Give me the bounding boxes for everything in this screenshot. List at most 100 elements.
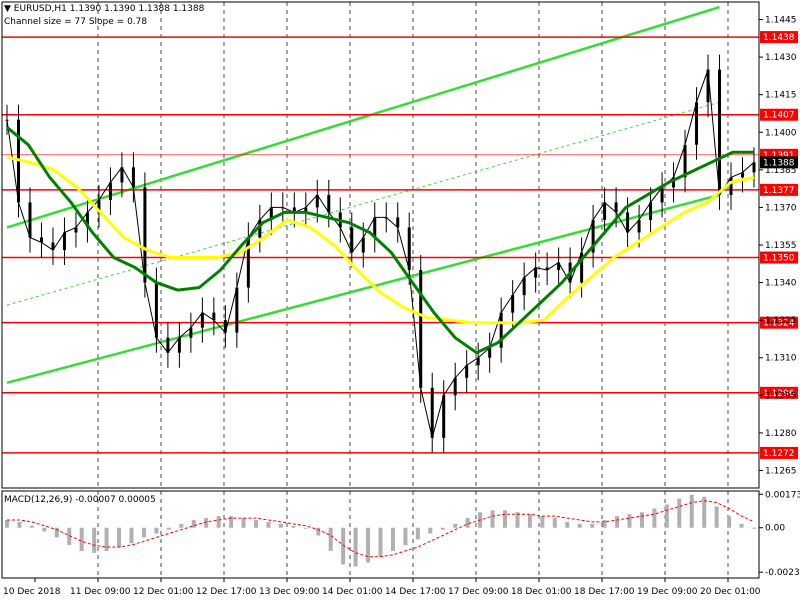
macd-bar	[141, 527, 146, 538]
macd-bar	[428, 527, 433, 534]
candle-body	[39, 237, 43, 243]
x-tick-label: 14 Dec 17:00	[385, 587, 446, 597]
y-tick-label: 1.1280	[765, 429, 797, 439]
candle-body	[212, 312, 216, 321]
macd-bar	[590, 523, 595, 528]
candle-body	[511, 295, 515, 313]
y-tick-label: 1.1415	[765, 91, 797, 101]
y-tick-label: 1.1295	[765, 391, 797, 401]
macd-bar	[378, 527, 383, 557]
level-tag	[760, 386, 798, 399]
macd-bar	[440, 527, 445, 530]
x-tick-label: 13 Dec 09:00	[259, 587, 320, 597]
macd-bar	[104, 527, 109, 551]
macd-bar	[92, 527, 97, 553]
macd-bar	[42, 527, 47, 532]
macd-layer	[5, 494, 756, 567]
dropdown-triangle-icon[interactable]: ▼	[4, 4, 11, 14]
y-tick-label: 1.1340	[765, 279, 797, 289]
candle-body	[626, 212, 630, 233]
ma-green-line	[6, 126, 754, 355]
macd-bar	[254, 520, 258, 528]
current-price-label: 1.1388	[763, 158, 795, 168]
level-tag	[760, 446, 798, 459]
macd-bar	[403, 527, 408, 546]
candle-body	[396, 217, 400, 228]
level-tag	[760, 316, 798, 329]
macd-bar	[565, 521, 570, 528]
macd-bar	[752, 527, 756, 529]
macd-y-tick-label: 0.00	[765, 524, 785, 534]
candle-body	[235, 287, 239, 333]
level-tag-label: 1.1407	[763, 111, 795, 121]
candle-body	[614, 202, 618, 213]
ma-yellow-line	[6, 155, 755, 325]
price-line	[6, 69, 755, 439]
candle-body	[166, 337, 170, 353]
candle-body	[672, 177, 676, 188]
y-tick-label: 1.1310	[765, 354, 797, 364]
macd-bar	[216, 516, 221, 528]
macd-bar	[577, 523, 582, 528]
macd-bar	[677, 498, 682, 528]
macd-bar	[615, 516, 620, 528]
macd-bar	[702, 496, 707, 528]
candle-body	[499, 312, 503, 348]
macd-bar	[366, 527, 371, 563]
candle-body	[407, 227, 411, 271]
macd-bar	[503, 510, 507, 528]
symbol-ohlc-text: EURUSD,H1 1.1390 1.1390 1.1388 1.1388	[13, 4, 205, 14]
macd-bar	[303, 527, 308, 529]
level-tag	[760, 183, 798, 196]
candle-body	[752, 162, 756, 173]
candle-body	[108, 182, 112, 200]
candle-body	[488, 347, 492, 358]
candle-body	[85, 212, 89, 228]
y-tick-label: 1.1445	[765, 16, 797, 26]
candle-body	[62, 232, 66, 251]
macd-bar	[316, 527, 321, 536]
macd-bar	[540, 516, 545, 528]
macd-bar	[465, 518, 470, 528]
macd-bar	[229, 516, 234, 528]
x-tick-label: 17 Dec 09:00	[448, 587, 509, 597]
macd-bar	[117, 527, 122, 548]
level-tag-label: 1.1272	[763, 449, 795, 459]
y-tick-label: 1.1355	[765, 241, 797, 251]
macd-bar	[714, 506, 719, 528]
macd-bar	[652, 508, 657, 528]
candle-body	[545, 267, 549, 271]
macd-bar	[602, 520, 607, 528]
channel-layer	[6, 5, 720, 384]
level-tag-label: 1.1377	[763, 186, 795, 196]
macd-bar	[639, 512, 644, 528]
candle-body	[729, 177, 733, 195]
x-tick-label: 18 Dec 01:00	[511, 587, 572, 597]
macd-y-tick-label: 0.00173	[765, 490, 800, 500]
candle-body	[476, 357, 480, 366]
macd-bar	[166, 527, 171, 530]
x-tick-label: 14 Dec 01:00	[322, 587, 383, 597]
x-tick-label: 12 Dec 17:00	[196, 587, 257, 597]
macd-bar	[266, 521, 271, 528]
level-tag-label: 1.1350	[763, 254, 795, 264]
candle-body	[350, 227, 354, 253]
macd-bar	[353, 527, 358, 567]
macd-bar	[79, 527, 84, 551]
x-tick-label: 11 Dec 09:00	[70, 587, 131, 597]
level-tag	[760, 108, 798, 121]
macd-bar	[689, 494, 694, 528]
macd-bar	[54, 527, 59, 538]
candle-body	[683, 144, 687, 178]
grid-layer	[97, 2, 729, 578]
candle-body	[649, 202, 653, 220]
macd-bar	[5, 520, 9, 528]
channel-upper-line	[6, 5, 720, 229]
y-tick-label: 1.1430	[765, 53, 797, 63]
y-tick-label: 1.1370	[765, 203, 797, 213]
x-tick-label: 18 Dec 17:00	[574, 587, 635, 597]
y-tick-label: 1.1265	[765, 466, 797, 476]
candle-body	[292, 207, 296, 213]
candle-body	[143, 187, 147, 283]
candle-body	[534, 267, 538, 278]
